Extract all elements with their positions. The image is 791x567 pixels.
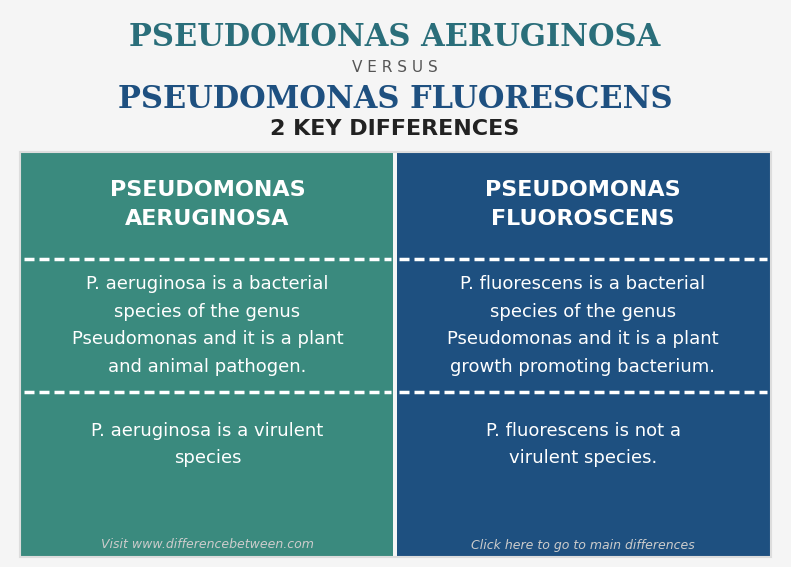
Text: P. fluorescens is a bacterial
species of the genus
Pseudomonas and it is a plant: P. fluorescens is a bacterial species of… (447, 275, 719, 376)
Text: Click here to go to main differences: Click here to go to main differences (471, 539, 694, 552)
Text: PSEUDOMONAS AERUGINOSA: PSEUDOMONAS AERUGINOSA (130, 22, 660, 53)
Text: Visit www.differencebetween.com: Visit www.differencebetween.com (101, 539, 314, 552)
Bar (20, 152, 393, 557)
Text: V E R S U S: V E R S U S (352, 60, 438, 74)
Text: PSEUDOMONAS
AERUGINOSA: PSEUDOMONAS AERUGINOSA (110, 180, 305, 229)
Bar (397, 152, 771, 557)
Text: PSEUDOMONAS
FLUOROSCENS: PSEUDOMONAS FLUOROSCENS (485, 180, 681, 229)
Text: P. aeruginosa is a bacterial
species of the genus
Pseudomonas and it is a plant
: P. aeruginosa is a bacterial species of … (72, 275, 343, 376)
Text: PSEUDOMONAS FLUORESCENS: PSEUDOMONAS FLUORESCENS (118, 83, 672, 115)
Text: 2 KEY DIFFERENCES: 2 KEY DIFFERENCES (271, 119, 520, 139)
Text: P. fluorescens is not a
virulent species.: P. fluorescens is not a virulent species… (486, 422, 680, 467)
Text: P. aeruginosa is a virulent
species: P. aeruginosa is a virulent species (92, 422, 324, 467)
Bar (20, 152, 771, 557)
